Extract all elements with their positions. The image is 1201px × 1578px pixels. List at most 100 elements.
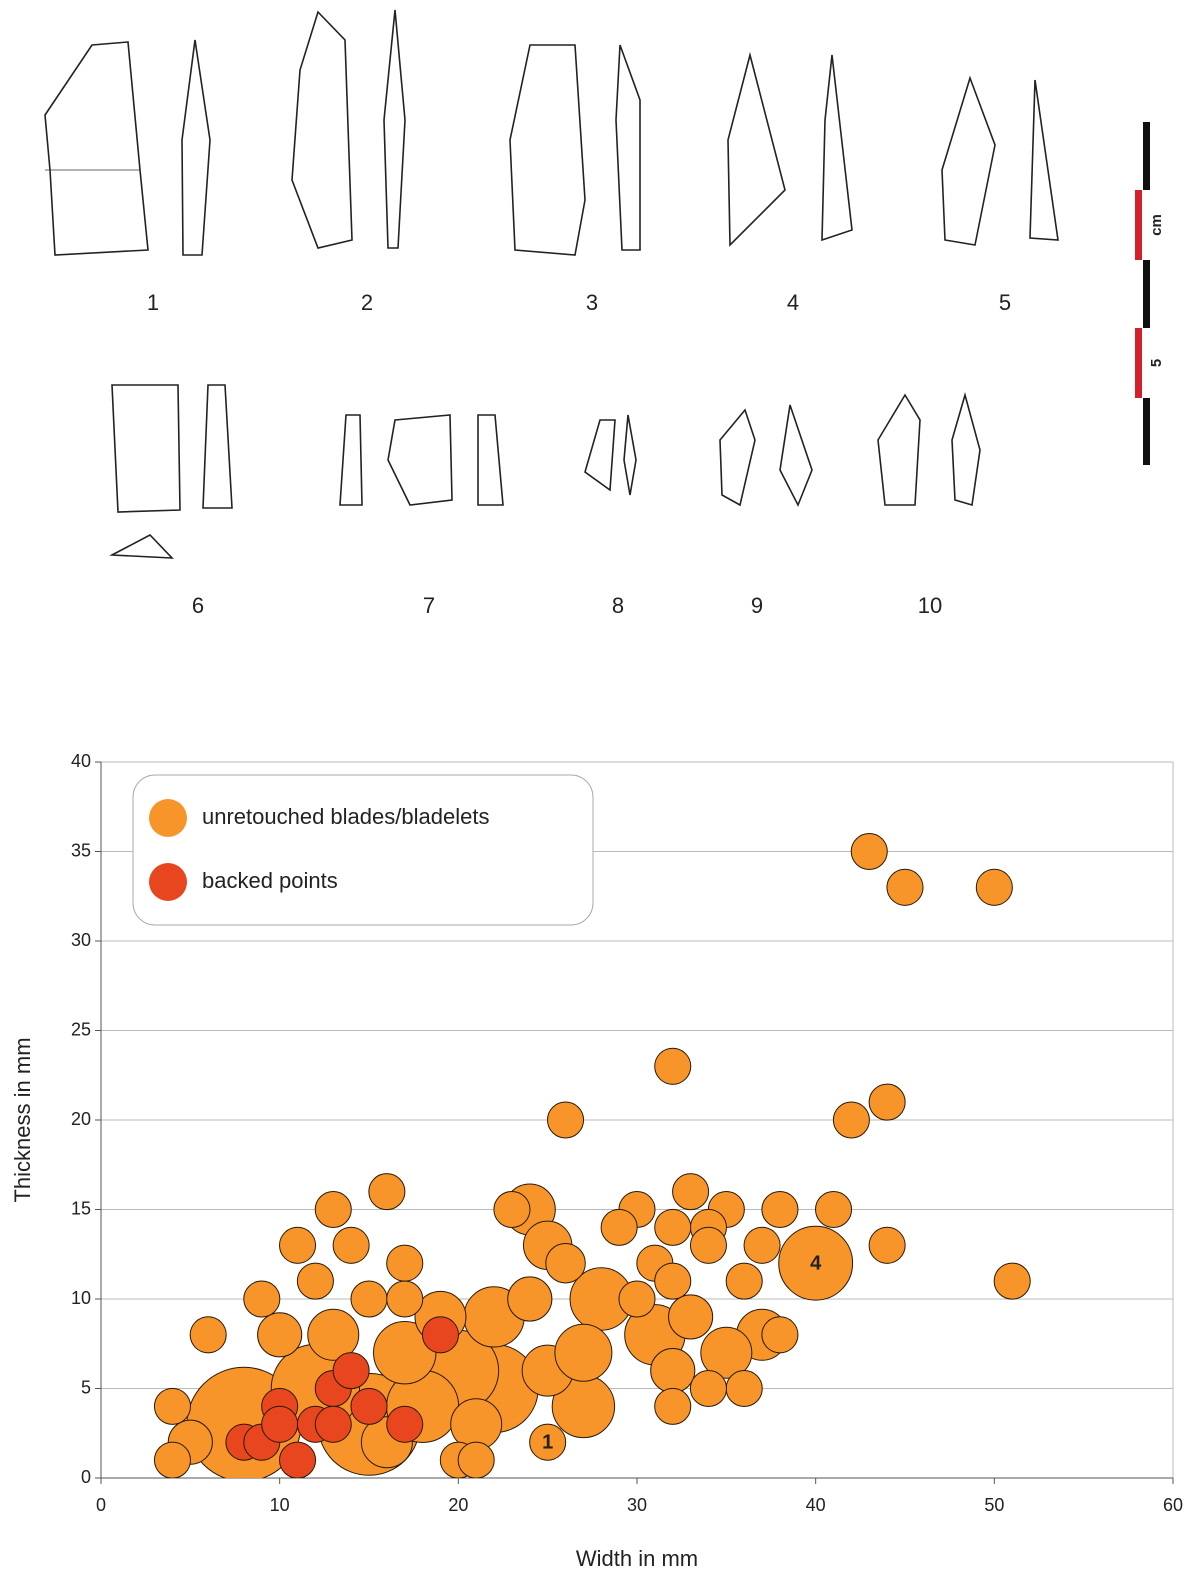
artifact-3 (509, 44, 586, 256)
bubble (654, 1387, 692, 1425)
y-tick-label: 35 (71, 840, 91, 860)
scale-segment (1143, 260, 1150, 328)
artifact-7-side-a (339, 414, 363, 506)
y-tick-label: 40 (71, 751, 91, 771)
artifact-5 (941, 75, 996, 246)
bubble (886, 868, 924, 906)
bubble (672, 1173, 710, 1211)
y-tick-label: 20 (71, 1109, 91, 1129)
artifact-6-end (109, 534, 174, 559)
bubble (778, 1225, 854, 1301)
scale-label: cm (1148, 214, 1165, 236)
bubble (761, 1316, 799, 1354)
bubble (654, 1047, 692, 1085)
x-tick-label: 40 (806, 1495, 826, 1515)
y-tick-label: 0 (81, 1467, 91, 1487)
artifact-2 (291, 10, 353, 249)
legend-box (132, 774, 594, 926)
bubble (689, 1369, 727, 1408)
bubble (279, 1226, 317, 1264)
artifact-8 (584, 419, 616, 492)
x-tick-label: 10 (270, 1495, 290, 1515)
annotation: 1 (542, 1431, 553, 1453)
artifact-number: 4 (787, 290, 799, 315)
artifact-9-side (779, 404, 813, 507)
bubble (350, 1387, 388, 1425)
artifact-drawings (44, 9, 1059, 559)
scale-label: 5 (1148, 359, 1165, 367)
scale-segment (1143, 122, 1150, 190)
bubble (850, 832, 888, 871)
artifact-number: 9 (751, 593, 763, 618)
bubble (547, 1101, 585, 1139)
x-tick-label: 30 (627, 1495, 647, 1515)
bubble (493, 1190, 531, 1229)
bubble (868, 1083, 906, 1121)
bubble (618, 1280, 656, 1318)
bubble (279, 1441, 317, 1478)
bubble (507, 1276, 553, 1322)
bubble (314, 1190, 352, 1229)
legend-swatch (149, 863, 187, 901)
bubble (868, 1226, 906, 1264)
scale-segment (1135, 190, 1142, 260)
artifact-number: 8 (612, 593, 624, 618)
bubble (725, 1369, 763, 1408)
artifact-10-side (951, 392, 981, 507)
bubble (654, 1262, 692, 1300)
legend-label: unretouched blades/bladelets (202, 804, 489, 829)
y-tick-label: 30 (71, 930, 91, 950)
x-tick-label: 20 (448, 1495, 468, 1515)
scale-segment (1143, 398, 1150, 465)
x-axis-title: Width in mm (576, 1546, 698, 1571)
legend-swatch (149, 799, 187, 837)
x-tick-label: 60 (1163, 1495, 1183, 1515)
artifact-number: 1 (147, 290, 159, 315)
bubble (832, 1101, 870, 1139)
bubble (668, 1294, 714, 1340)
x-tick-label: 0 (96, 1495, 106, 1515)
artifact-1-side (181, 39, 211, 256)
bubble (296, 1262, 334, 1300)
bubble (545, 1242, 586, 1284)
artifact-9 (719, 408, 756, 507)
artifact-number: 5 (999, 290, 1011, 315)
bubble (153, 1441, 191, 1478)
legend: unretouched blades/bladelets backed point… (132, 774, 594, 926)
bubble (725, 1262, 763, 1300)
y-axis-title: Thickness in mm (10, 1037, 35, 1202)
artifact-6-side (202, 384, 233, 509)
bubble (368, 1173, 406, 1211)
bubble (314, 1405, 352, 1443)
bubble (153, 1387, 191, 1425)
bubble (993, 1262, 1031, 1300)
x-tick-label: 50 (984, 1495, 1004, 1515)
bubble (654, 1208, 692, 1246)
artifact-4 (727, 51, 786, 247)
bubble (743, 1226, 781, 1264)
artifact-number: 3 (586, 290, 598, 315)
artifact-3-side (615, 44, 641, 251)
bubble (307, 1308, 360, 1361)
y-tick-label: 5 (81, 1377, 91, 1397)
artifact-2-side (383, 9, 406, 249)
bubble (386, 1405, 424, 1443)
bubble (332, 1226, 370, 1264)
chart: 0 5 10 15 20 25 30 35 40 0 10 20 30 40 50 60 Width in mm… (10, 751, 1183, 1571)
annotation: 4 (810, 1252, 822, 1274)
bubble (350, 1280, 388, 1318)
bubble (457, 1441, 495, 1478)
y-tick-label: 15 (71, 1198, 91, 1218)
bubble (815, 1190, 853, 1229)
bubble (529, 1423, 567, 1461)
bubble (386, 1280, 424, 1318)
bubble (689, 1226, 727, 1264)
artifact-1 (44, 41, 149, 256)
bubble (386, 1244, 424, 1282)
bubble (261, 1405, 299, 1443)
points (153, 832, 1031, 1478)
bubble (600, 1208, 638, 1246)
bubble (257, 1312, 303, 1358)
legend-label: backed points (202, 868, 338, 893)
